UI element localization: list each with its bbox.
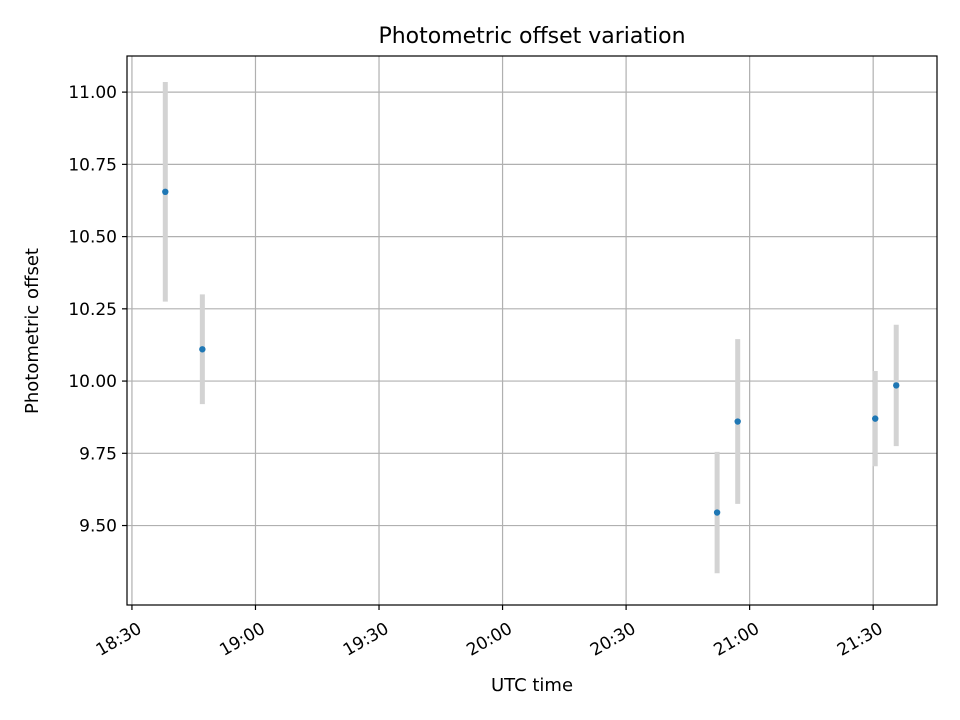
y-tick-label-5: 10.75 <box>68 155 117 175</box>
y-axis-label: Photometric offset <box>22 248 43 414</box>
y-tick-label-4: 10.50 <box>68 228 117 248</box>
data-point-0-5 <box>893 382 900 389</box>
data-point-0-2 <box>713 509 721 516</box>
y-tick-label-0: 9.50 <box>79 517 117 537</box>
grid <box>127 56 937 605</box>
data-points <box>162 188 900 516</box>
data-point-0-1 <box>199 346 206 353</box>
x-axis-label: UTC time <box>491 675 573 696</box>
data-point-0-4 <box>872 415 879 422</box>
y-tick-label-2: 10.00 <box>68 372 117 392</box>
y-tick-label-1: 9.75 <box>79 444 117 464</box>
y-tick-label-3: 10.25 <box>68 300 117 320</box>
data-point-0-3 <box>734 418 741 425</box>
plot-area-frame <box>126 55 938 606</box>
data-point-0-0 <box>162 188 169 196</box>
y-tick-label-6: 11.00 <box>68 83 117 103</box>
y-axis-ticks: 9.50 9.75 10.00 10.25 10.50 10.75 11.00 <box>68 83 127 537</box>
chart-title: Photometric offset variation <box>378 24 685 49</box>
